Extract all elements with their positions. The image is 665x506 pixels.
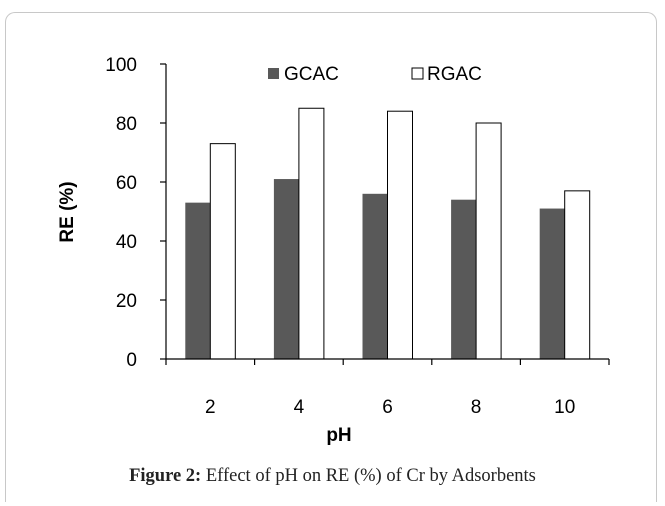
y-axis-label: RE (%)	[57, 181, 78, 242]
y-tick-label: 80	[116, 114, 137, 135]
x-tick-label: 6	[382, 397, 393, 418]
x-tick-label: 2	[205, 397, 216, 418]
bar-gcac	[451, 199, 477, 359]
legend: GCAC RGAC	[268, 64, 482, 85]
bar-gcac	[539, 208, 565, 359]
legend-swatch-gcac	[268, 68, 279, 79]
figure-caption: Figure 2: Effect of pH on RE (%) of Cr b…	[0, 466, 665, 487]
legend-swatch-rgac	[411, 67, 424, 80]
x-tick-label: 4	[294, 397, 305, 418]
caption-label: Figure 2:	[129, 466, 202, 486]
y-ticks: 0 20 40 60 80 100	[105, 55, 166, 371]
legend-label-rgac: RGAC	[427, 64, 482, 85]
y-tick-label: 20	[116, 291, 137, 312]
y-tick-label: 100	[105, 55, 137, 76]
bar-rgac	[209, 143, 236, 360]
x-tick-label: 8	[471, 397, 482, 418]
bar-gcac	[273, 179, 299, 359]
bars-layer	[185, 107, 591, 360]
bar-rgac	[298, 107, 325, 360]
x-axis-label: pH	[326, 425, 351, 446]
y-tick-label: 60	[116, 173, 137, 194]
x-ticks: 2 4 6 8 10	[165, 359, 610, 418]
bar-rgac	[475, 122, 502, 360]
bar-chart: 0 20 40 60 80 100 2 4 6 8 10 RE (%) pH GCAC RGAC	[57, 55, 610, 446]
bar-gcac	[362, 193, 388, 359]
y-tick-label: 40	[116, 232, 137, 253]
legend-label-gcac: GCAC	[284, 64, 339, 85]
x-tick-label: 10	[554, 397, 575, 418]
y-tick-label: 0	[126, 350, 137, 371]
bar-gcac	[185, 202, 211, 359]
bar-rgac	[387, 110, 413, 360]
bar-rgac	[564, 190, 591, 360]
caption-text: Effect of pH on RE (%) of Cr by Adsorben…	[201, 466, 536, 486]
